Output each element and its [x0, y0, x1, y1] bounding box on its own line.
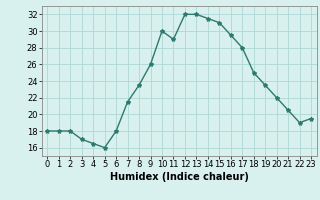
X-axis label: Humidex (Indice chaleur): Humidex (Indice chaleur)	[110, 172, 249, 182]
